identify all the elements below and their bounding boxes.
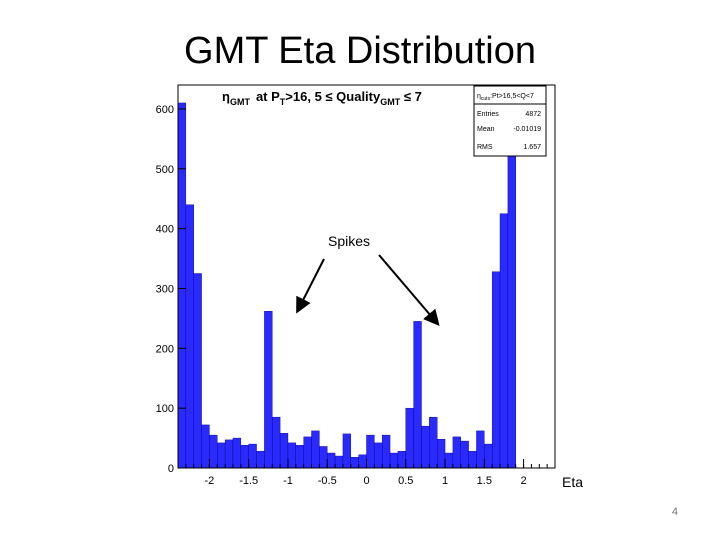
histogram-bar (476, 430, 485, 469)
y-tick-label: 200 (156, 343, 174, 355)
histogram-bar (248, 443, 257, 469)
histogram-bar (484, 443, 493, 469)
histogram-bar (334, 455, 344, 469)
x-tick-label: -1.5 (239, 475, 258, 487)
y-tick-label: 0 (168, 463, 174, 475)
histogram-bars (177, 96, 516, 469)
histogram-bar (319, 446, 328, 469)
histogram-bar (444, 452, 454, 469)
histogram-bar (342, 433, 351, 469)
histogram-bar (240, 445, 249, 469)
histogram-bar (468, 451, 477, 469)
histogram-bar (272, 416, 281, 469)
histogram-bar (264, 311, 273, 469)
histogram-bar (303, 436, 312, 469)
histogram-bar (436, 439, 446, 469)
slide-number: 4 (671, 506, 678, 518)
histogram-bar (421, 425, 430, 469)
histogram-bar (358, 454, 367, 469)
histogram-bar (366, 434, 375, 469)
histogram-bar (279, 433, 289, 469)
stats-entries-label: Entries (477, 111, 499, 118)
histogram-bar (452, 436, 461, 469)
x-tick-label: 1.5 (477, 475, 492, 487)
histogram-bar (209, 434, 218, 469)
eta-axis-label: Eta (562, 474, 584, 490)
histogram-bar (256, 451, 265, 469)
spike-arrow-right (378, 254, 440, 327)
x-tick-label: 0 (363, 475, 369, 487)
y-tick-label: 300 (156, 283, 174, 295)
stats-box: ηcuts:Pt>16,5<Q<7 Entries 4872 Mean -0.0… (473, 85, 547, 157)
stats-name: ηcuts:Pt>16,5<Q<7 (477, 93, 534, 102)
y-tick-label: 100 (156, 403, 174, 415)
histogram-bar (397, 451, 406, 469)
x-tick-label: 1 (442, 475, 448, 487)
slide-title: GMT Eta Distribution (184, 30, 536, 72)
histogram-bar (460, 440, 469, 469)
histogram-bar (429, 416, 438, 469)
histogram-bar (499, 213, 509, 469)
histogram-bar (177, 102, 187, 469)
histogram-bar (413, 321, 422, 469)
histogram-bar (491, 271, 501, 469)
histogram-bar (287, 442, 297, 469)
stats-mean-value: -0.01019 (513, 126, 541, 133)
x-tick-label: 0.5 (398, 475, 413, 487)
y-axis-ticks: 0 100 200 300 400 500 600 (156, 104, 186, 475)
histogram-bar (350, 457, 359, 469)
histogram-bar (374, 442, 383, 469)
histogram-bar (185, 204, 194, 469)
spikes-annotation: Spikes (328, 233, 371, 249)
histogram-bar (217, 442, 226, 469)
histogram-bar (232, 437, 242, 469)
histogram-bar (224, 439, 234, 469)
histogram-bar (193, 273, 202, 469)
x-tick-label: -1 (283, 475, 293, 487)
stats-entries-value: 4872 (525, 111, 541, 118)
histogram-bar (295, 445, 304, 469)
histogram-bar (201, 424, 210, 469)
x-axis-ticks: -2 -1.5 -1 -0.5 0 0.5 1 1.5 2 (177, 459, 556, 487)
y-tick-label: 500 (156, 164, 174, 176)
x-tick-label: -0.5 (318, 475, 337, 487)
histogram-bar (405, 407, 414, 469)
y-tick-label: 600 (156, 104, 174, 116)
y-tick-label: 400 (156, 224, 174, 236)
x-tick-label: -2 (205, 475, 215, 487)
histogram-bar (389, 452, 399, 469)
spike-arrow-left (296, 258, 325, 314)
x-tick-label: 2 (521, 475, 527, 487)
histogram-bar (382, 434, 391, 469)
histogram-bar (327, 452, 336, 469)
stats-mean-label: Mean (477, 126, 495, 133)
plot-frame (177, 84, 556, 469)
stats-rms-value: 1.657 (523, 144, 541, 151)
stats-rms-label: RMS (477, 144, 493, 151)
histogram-bar (311, 430, 320, 469)
histogram-title: ηGMT at PT>16, 5 ≤ QualityGMT ≤ 7 (222, 89, 422, 107)
